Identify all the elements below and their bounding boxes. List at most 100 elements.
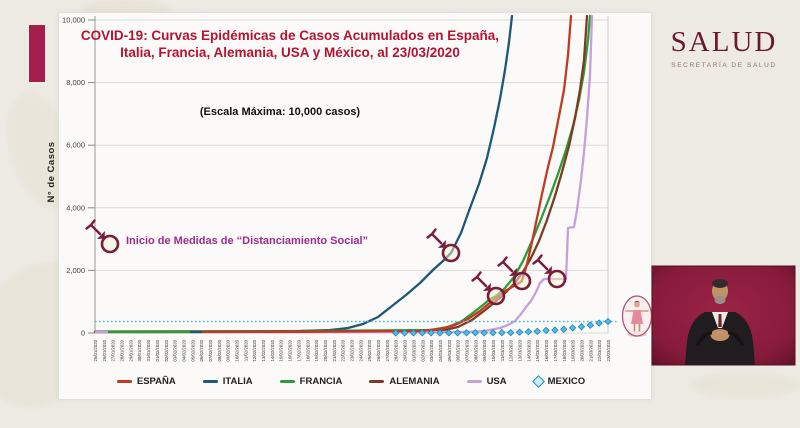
x-date-label: 21/03/2020 [588, 339, 593, 361]
distancing-marker-USA [547, 269, 567, 289]
x-date-label: 20/02/2020 [323, 339, 328, 361]
x-date-label: 27/01/2020 [111, 339, 116, 361]
legend-item-USA: USA [466, 376, 507, 387]
mexico-data-marker [507, 328, 515, 337]
mexico-data-marker [480, 329, 488, 337]
legend-line-swatch [116, 380, 132, 383]
x-date-label: 02/03/2020 [420, 339, 425, 361]
legend-label: MEXICO [547, 376, 586, 387]
mexico-data-marker [453, 329, 462, 337]
x-date-label: 13/03/2020 [518, 339, 523, 361]
x-date-label: 29/02/2020 [403, 339, 408, 361]
mexico-data-marker [418, 329, 426, 337]
mexico-data-marker [445, 329, 453, 337]
x-date-label: 18/02/2020 [305, 339, 310, 361]
arrow-icon [426, 228, 443, 245]
x-date-label: 23/02/2020 [350, 339, 355, 361]
x-date-label: 28/01/2020 [120, 339, 125, 361]
chart-legend: ESPAÑA ITALIA FRANCIA ALEMANIA USA MEXICO [96, 375, 606, 388]
mexico-data-marker [515, 328, 524, 336]
legend-diamond-swatch [531, 375, 545, 388]
x-date-label: 13/02/2020 [261, 339, 266, 361]
legend-item-MEXICO: MEXICO [531, 375, 586, 388]
legend-label: ITALIA [222, 376, 253, 387]
x-date-label: 15/02/2020 [279, 339, 284, 361]
x-date-label: 29/01/2020 [128, 339, 133, 361]
arrow-head [483, 283, 491, 291]
social-distancing-annotation: Inicio de Medidas de “Distanciamiento So… [126, 235, 369, 247]
y-tick-label: 4,000 [66, 203, 85, 212]
chart-card [58, 12, 652, 400]
x-date-label: 05/02/2020 [190, 339, 195, 361]
legend-line-swatch [466, 380, 482, 383]
epidemic-curves-chart: 10,000 8,000 6,000 4,000 2,000 0 25/01/2020 26/… [62, 14, 796, 366]
salud-logo-title: SALUD [670, 26, 778, 58]
curve-ESPAÑA [93, 14, 573, 334]
x-date-label: 06/02/2020 [199, 339, 204, 361]
y-tick-label: 0 [81, 329, 85, 338]
curve-ALEMANIA [93, 14, 589, 334]
x-date-label: 20/03/2020 [579, 339, 584, 361]
x-date-label: 26/02/2020 [376, 339, 381, 361]
arrow-icon [85, 219, 102, 236]
x-date-label: 06/03/2020 [456, 339, 461, 361]
x-date-label: 10/03/2020 [491, 339, 496, 361]
x-date-label: 07/03/2020 [464, 339, 469, 361]
x-date-label: 01/02/2020 [155, 339, 160, 361]
x-date-label: 22/03/2020 [597, 339, 602, 361]
x-date-label: 30/01/2020 [137, 339, 142, 361]
legend-label: ESPAÑA [136, 376, 176, 387]
x-date-label: 24/02/2020 [358, 339, 363, 361]
curve-USA [93, 14, 594, 334]
mexico-data-marker [524, 328, 533, 336]
arrow-head [544, 266, 552, 274]
mexico-data-marker [542, 326, 550, 335]
legend-item-ITALIA: ITALIA [202, 376, 253, 387]
susana-distancia-icon [621, 295, 653, 337]
mexico-data-marker [595, 319, 603, 327]
x-date-label: 15/03/2020 [535, 339, 540, 361]
mexico-data-marker [551, 326, 559, 334]
x-date-label: 23/03/2020 [606, 339, 611, 361]
x-date-label: 09/02/2020 [226, 339, 231, 361]
chart-title: COVID-19: Curvas Epidémicas de Casos Acu… [78, 28, 502, 62]
x-date-label: 02/02/2020 [164, 339, 169, 361]
x-date-label: 05/03/2020 [447, 339, 452, 361]
left-accent-bar [29, 25, 45, 82]
salud-logo-subtitle: SECRETARÍA DE SALUD [671, 62, 777, 69]
legend-line-swatch [202, 380, 218, 383]
y-tick-label: 6,000 [66, 141, 85, 150]
x-date-label: 14/02/2020 [270, 339, 275, 361]
mexico-data-marker [400, 329, 409, 337]
arrow-icon [532, 254, 549, 271]
chart-title-line2: Italia, Francia, Alemania, USA y México,… [120, 44, 460, 60]
legend-item-FRANCIA: FRANCIA [279, 376, 343, 387]
x-date-label: 12/03/2020 [509, 339, 514, 361]
mexico-data-marker [560, 325, 568, 333]
chart-subtitle: (Escala Máxima: 10,000 casos) [199, 106, 361, 118]
x-date-label: 11/03/2020 [500, 339, 505, 361]
mexico-data-marker [586, 321, 594, 329]
x-date-label: 31/01/2020 [146, 339, 151, 361]
x-date-label: 08/02/2020 [217, 339, 222, 361]
legend-item-ALEMANIA: ALEMANIA [369, 376, 440, 387]
distancing-marker-ITALIA [441, 243, 461, 263]
arrow-head [97, 231, 105, 239]
x-date-label: 21/02/2020 [332, 339, 337, 361]
x-date-label: 17/02/2020 [296, 339, 301, 361]
x-date-label: 03/03/2020 [429, 339, 434, 361]
y-tick-label: 2,000 [66, 266, 85, 275]
legend-line-swatch [369, 380, 385, 383]
x-date-label: 10/02/2020 [235, 339, 240, 361]
legend-label: USA [486, 376, 507, 387]
legend-label: FRANCIA [299, 376, 343, 387]
distancing-marker-FRANCIA [486, 286, 506, 306]
x-date-label: 16/03/2020 [544, 339, 549, 361]
mexico-data-marker [577, 322, 586, 331]
mexico-data-marker [533, 327, 541, 336]
x-date-label: 22/02/2020 [341, 339, 346, 361]
x-date-label: 03/02/2020 [173, 339, 178, 361]
x-date-label: 07/02/2020 [208, 339, 213, 361]
x-date-label: 08/03/2020 [473, 339, 478, 361]
x-date-label: 25/02/2020 [367, 339, 372, 361]
